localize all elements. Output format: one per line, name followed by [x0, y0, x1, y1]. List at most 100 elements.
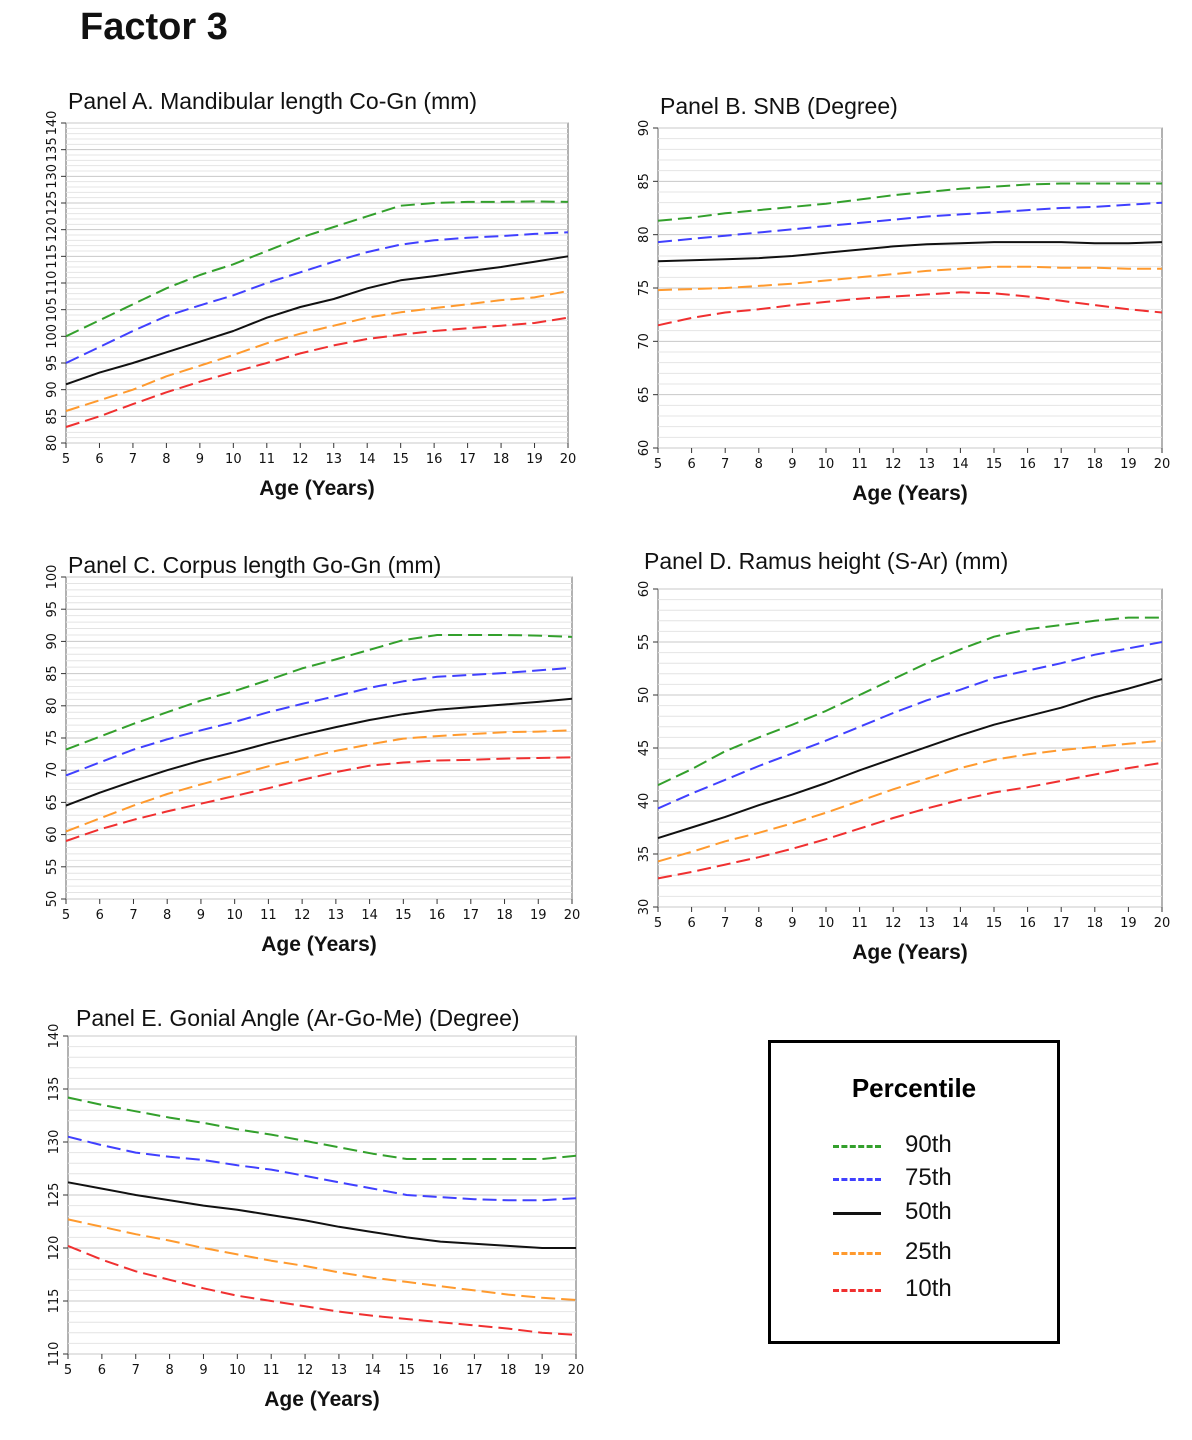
series-line-90th — [65, 200, 569, 338]
y-tick-label: 100 — [45, 565, 60, 590]
series-line-10th — [65, 316, 569, 428]
x-tick-label: 17 — [1053, 457, 1070, 472]
x-tick-label: 9 — [196, 452, 204, 467]
x-axis-label: Age (Years) — [259, 477, 375, 500]
x-tick-label: 8 — [755, 916, 763, 931]
y-tick-label: 105 — [45, 297, 60, 322]
x-tick-label: 6 — [95, 452, 103, 467]
x-tick-label: 19 — [1120, 916, 1137, 931]
y-tick-label: 140 — [45, 111, 60, 136]
gridlines — [68, 1035, 576, 1355]
x-tick-label: 13 — [919, 457, 936, 472]
y-tick-label: 120 — [47, 1236, 62, 1261]
x-tick-label: 13 — [328, 908, 345, 923]
x-tick-label: 15 — [392, 452, 409, 467]
x-tick-label: 9 — [788, 457, 796, 472]
legend-label-90th: 90th — [905, 1131, 952, 1158]
y-tick-label: 55 — [637, 634, 652, 651]
panel-title: Panel E. Gonial Angle (Ar-Go-Me) (Degree… — [76, 1005, 520, 1031]
panel-title: Panel B. SNB (Degree) — [660, 93, 898, 119]
x-tick-label: 16 — [432, 1363, 449, 1378]
y-tick-label: 80 — [637, 226, 652, 243]
legend: Percentile 90th 75th 50th 25th 10th — [768, 1040, 1060, 1344]
y-tick-label: 75 — [637, 280, 652, 297]
legend-item-10th: 10th — [833, 1275, 1033, 1305]
x-tick-label: 11 — [851, 457, 868, 472]
y-tick-label: 140 — [47, 1024, 62, 1049]
x-tick-label: 13 — [325, 452, 342, 467]
y-tick-label: 50 — [45, 891, 60, 908]
x-tick-label: 12 — [294, 908, 311, 923]
y-tick-label: 95 — [45, 601, 60, 618]
y-tick-label: 90 — [637, 120, 652, 137]
x-tick-label: 12 — [297, 1363, 314, 1378]
y-tick-label: 30 — [637, 899, 652, 916]
series-line-10th — [67, 1244, 577, 1336]
y-tick-label: 125 — [47, 1183, 62, 1208]
series-line-75th — [67, 1135, 577, 1202]
legend-swatch-50th — [833, 1212, 881, 1215]
x-tick-label: 8 — [163, 908, 171, 923]
legend-swatch-90th — [833, 1145, 881, 1148]
series-line-90th — [657, 182, 1162, 222]
x-axis-label: Age (Years) — [852, 941, 968, 964]
x-tick-label: 15 — [986, 916, 1003, 931]
x-tick-label: 18 — [496, 908, 513, 923]
x-tick-label: 20 — [568, 1363, 585, 1378]
y-tick-label: 90 — [45, 381, 60, 398]
y-tick-label: 85 — [45, 408, 60, 425]
x-tick-label: 11 — [259, 452, 276, 467]
x-tick-label: 9 — [199, 1363, 207, 1378]
x-tick-label: 20 — [564, 908, 581, 923]
x-tick-label: 19 — [530, 908, 547, 923]
y-tick-label: 65 — [637, 386, 652, 403]
y-tick-label: 35 — [637, 846, 652, 863]
x-tick-label: 10 — [818, 916, 835, 931]
gridlines — [66, 122, 568, 444]
panel-title: Panel A. Mandibular length Co-Gn (mm) — [68, 88, 477, 114]
x-tick-label: 14 — [365, 1363, 382, 1378]
x-tick-label: 17 — [463, 908, 480, 923]
panel-e-chart: Panel E. Gonial Angle (Ar-Go-Me) (Degree… — [47, 1005, 585, 1411]
legend-label-75th: 75th — [905, 1164, 952, 1191]
x-tick-label: 5 — [62, 452, 70, 467]
y-tick-label: 130 — [47, 1130, 62, 1155]
legend-label-25th: 25th — [905, 1238, 952, 1265]
y-tick-label: 60 — [45, 826, 60, 843]
series-line-10th — [657, 761, 1163, 880]
x-tick-label: 7 — [132, 1363, 140, 1378]
series-line-75th — [657, 201, 1163, 244]
y-tick-label: 90 — [45, 633, 60, 650]
x-tick-label: 18 — [1087, 457, 1104, 472]
y-tick-label: 65 — [45, 794, 60, 811]
x-tick-label: 5 — [62, 908, 70, 923]
series-line-25th — [657, 265, 1162, 292]
legend-item-50th: 50th — [833, 1198, 1033, 1228]
figure-title: Factor 3 — [80, 6, 228, 48]
x-tick-label: 18 — [493, 452, 510, 467]
series-line-25th — [657, 739, 1163, 863]
x-tick-label: 6 — [687, 457, 695, 472]
y-tick-label: 135 — [45, 137, 60, 162]
legend-title: Percentile — [851, 1073, 977, 1103]
series-line-50th — [67, 1181, 576, 1249]
x-tick-label: 13 — [919, 916, 936, 931]
legend-item-90th: 90th — [833, 1131, 1033, 1161]
legend-swatch-25th — [833, 1252, 881, 1255]
x-tick-label: 10 — [818, 457, 835, 472]
y-tick-label: 95 — [45, 355, 60, 372]
x-tick-label: 15 — [395, 908, 412, 923]
legend-item-75th: 75th — [833, 1164, 1033, 1194]
series-line-25th — [67, 1218, 577, 1301]
series-line-25th — [65, 729, 573, 833]
x-tick-label: 20 — [560, 452, 577, 467]
x-axis-label: Age (Years) — [264, 1388, 380, 1411]
x-tick-label: 14 — [952, 916, 969, 931]
y-tick-label: 130 — [45, 164, 60, 189]
y-tick-label: 70 — [45, 762, 60, 779]
x-tick-label: 11 — [851, 916, 868, 931]
legend-item-25th: 25th — [833, 1238, 1033, 1268]
series-line-50th — [657, 241, 1163, 263]
x-tick-label: 14 — [952, 457, 969, 472]
x-tick-label: 10 — [229, 1363, 246, 1378]
